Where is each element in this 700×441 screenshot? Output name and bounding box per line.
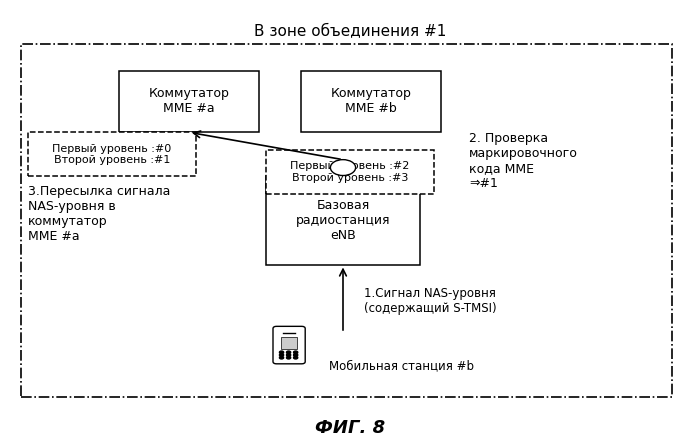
Circle shape xyxy=(293,351,298,354)
Text: В зоне объединения #1: В зоне объединения #1 xyxy=(254,23,446,38)
Text: 1.Сигнал NAS-уровня
(содержащий S-TMSI): 1.Сигнал NAS-уровня (содержащий S-TMSI) xyxy=(364,287,496,314)
Bar xyxy=(281,337,297,349)
Circle shape xyxy=(279,351,284,354)
Text: Коммутатор
MME #b: Коммутатор MME #b xyxy=(330,87,412,116)
Text: Мобильная станция #b: Мобильная станция #b xyxy=(329,359,474,372)
Circle shape xyxy=(286,351,290,354)
Circle shape xyxy=(330,160,356,176)
Bar xyxy=(301,71,441,132)
Circle shape xyxy=(293,354,298,356)
Circle shape xyxy=(286,356,290,359)
Bar xyxy=(119,71,259,132)
Text: 3.Пересылка сигнала
NAS-уровня в
коммутатор
MME #a: 3.Пересылка сигнала NAS-уровня в коммута… xyxy=(28,185,170,243)
Circle shape xyxy=(279,356,284,359)
Text: 2. Проверка
маркировочного
кода MME
⇒#1: 2. Проверка маркировочного кода MME ⇒#1 xyxy=(469,132,578,191)
Bar xyxy=(266,150,434,194)
Bar xyxy=(21,44,672,397)
Text: Коммутатор
MME #a: Коммутатор MME #a xyxy=(148,87,230,116)
Circle shape xyxy=(279,354,284,356)
FancyBboxPatch shape xyxy=(273,326,305,364)
Circle shape xyxy=(286,354,290,356)
Circle shape xyxy=(293,356,298,359)
Text: Первый уровень :#2
Второй уровень :#3: Первый уровень :#2 Второй уровень :#3 xyxy=(290,161,410,183)
Text: Базовая
радиостанция
eNB: Базовая радиостанция eNB xyxy=(295,199,391,242)
Text: ФИГ. 8: ФИГ. 8 xyxy=(315,419,385,437)
Bar xyxy=(28,132,196,176)
Text: Первый уровень :#0
Второй уровень :#1: Первый уровень :#0 Второй уровень :#1 xyxy=(52,144,172,165)
Bar xyxy=(266,176,420,265)
